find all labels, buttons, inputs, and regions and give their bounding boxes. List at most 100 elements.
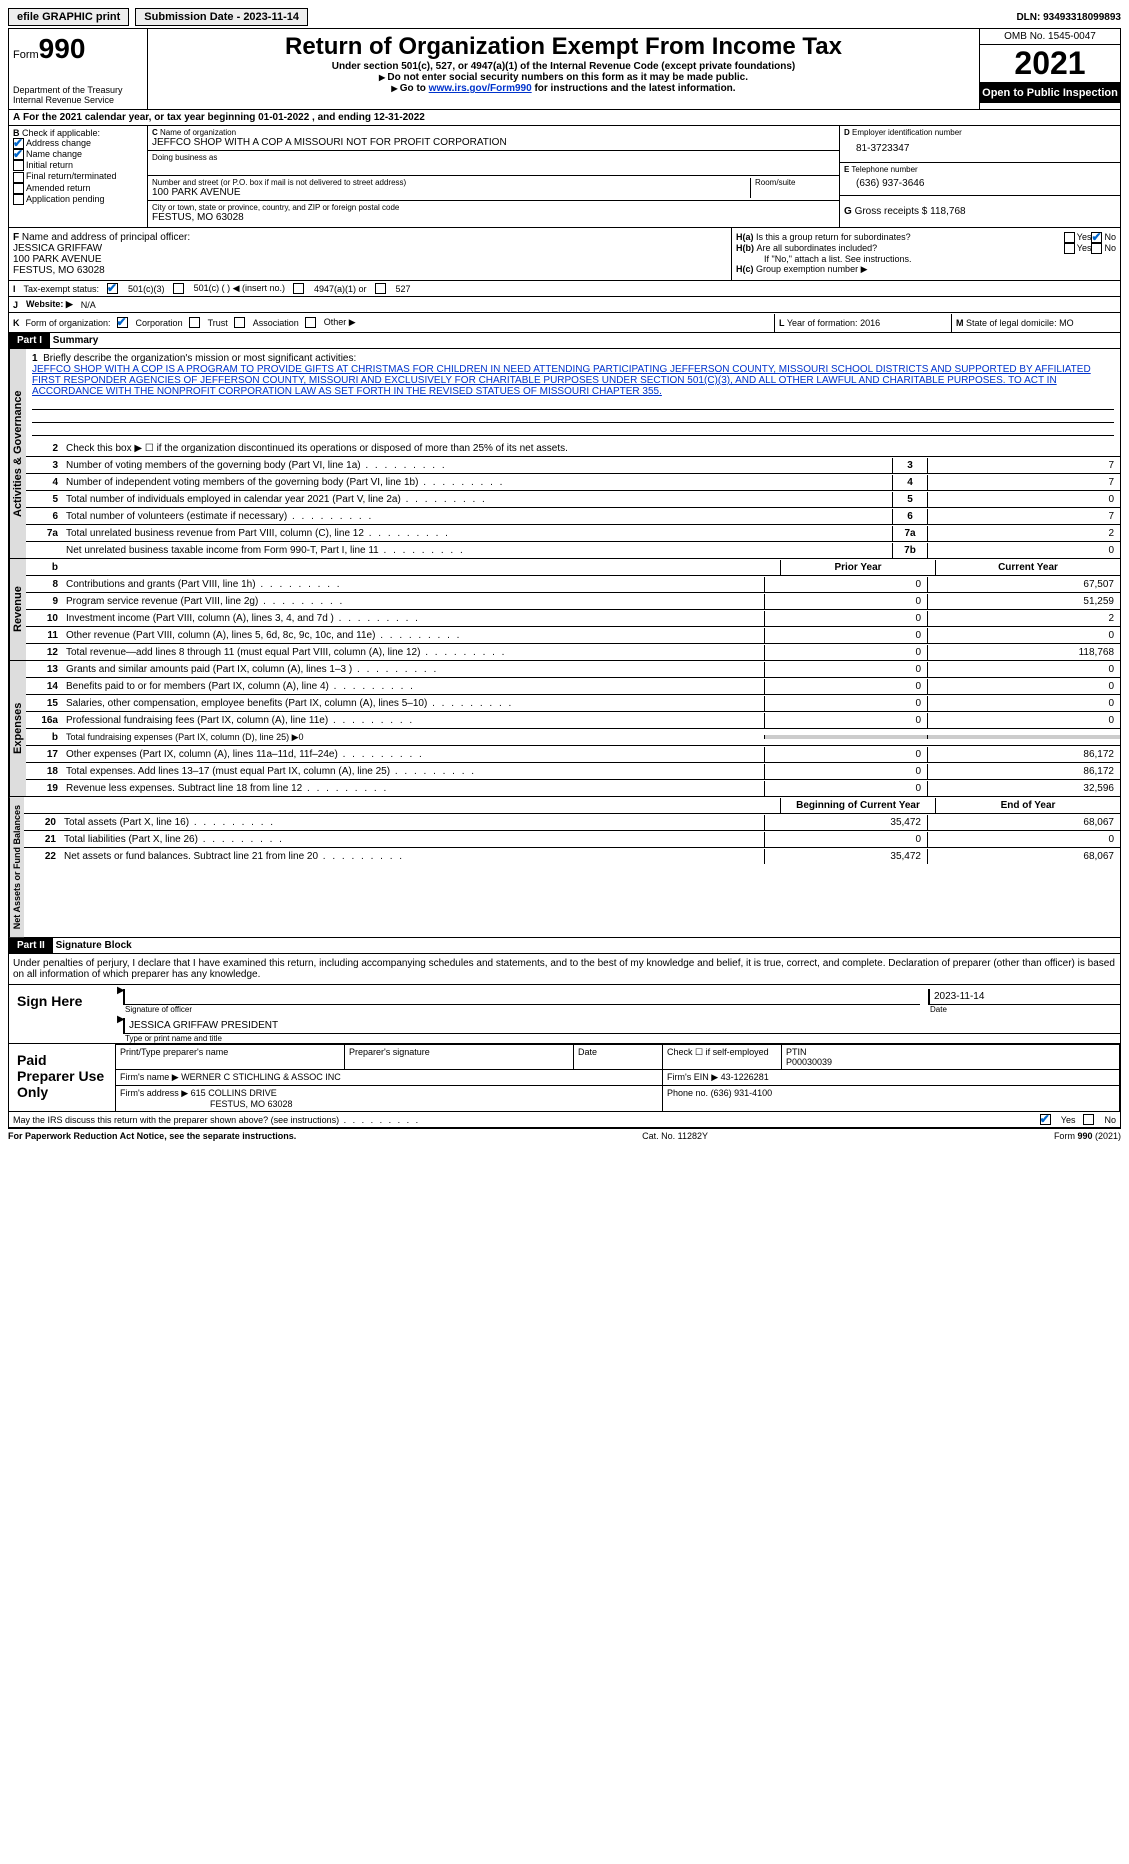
box-deg: D Employer identification number 81-3723… xyxy=(839,126,1120,227)
gross-receipts: 118,768 xyxy=(930,206,965,217)
ptin-label: PTIN xyxy=(786,1047,1115,1057)
ein: 81-3723347 xyxy=(844,137,1116,160)
phone: (636) 937-3646 xyxy=(844,174,1116,193)
cb-501c3[interactable] xyxy=(107,283,118,294)
line-b: bTotal fundraising expenses (Part IX, co… xyxy=(26,729,1120,746)
tab-expenses: Expenses xyxy=(9,661,26,796)
cb-ha-no[interactable] xyxy=(1091,232,1102,243)
cb-ha-yes[interactable] xyxy=(1064,232,1075,243)
mission-text: JEFFCO SHOP WITH A COP IS A PROGRAM TO P… xyxy=(32,364,1091,397)
line-21: 21Total liabilities (Part X, line 26)00 xyxy=(24,831,1120,848)
mission-block: 1 Briefly describe the organization's mi… xyxy=(26,349,1120,440)
efile-label: efile GRAPHIC print xyxy=(8,8,129,26)
cb-corp[interactable] xyxy=(117,317,128,328)
prep-date-label: Date xyxy=(574,1045,663,1070)
tab-revenue: Revenue xyxy=(9,559,26,660)
section-bcd: B Check if applicable: Address change Na… xyxy=(8,126,1121,228)
officer-street: 100 PARK AVENUE xyxy=(13,254,102,265)
top-bar: efile GRAPHIC print Submission Date - 20… xyxy=(8,8,1121,26)
line-9: 9Program service revenue (Part VIII, lin… xyxy=(26,593,1120,610)
col-end: End of Year xyxy=(935,798,1120,813)
line-15: 15Salaries, other compensation, employee… xyxy=(26,695,1120,712)
footer-left: For Paperwork Reduction Act Notice, see … xyxy=(8,1131,296,1141)
perjury-declaration: Under penalties of perjury, I declare th… xyxy=(9,954,1120,984)
row-i: ITax-exempt status: 501(c)(3) 501(c) ( )… xyxy=(8,281,1121,297)
col-begin: Beginning of Current Year xyxy=(780,798,935,813)
cb-name-change[interactable] xyxy=(13,149,24,160)
discuss-row: May the IRS discuss this return with the… xyxy=(8,1112,1121,1128)
hb-note: If "No," attach a list. See instructions… xyxy=(736,254,1116,264)
box-c: C Name of organization JEFFCO SHOP WITH … xyxy=(148,126,839,227)
website: N/A xyxy=(81,300,96,310)
org-name: JEFFCO SHOP WITH A COP A MISSOURI NOT FO… xyxy=(152,137,835,148)
line-13: 13Grants and similar amounts paid (Part … xyxy=(26,661,1120,678)
form990-link[interactable]: www.irs.gov/Form990 xyxy=(429,83,532,94)
prep-name-label: Print/Type preparer's name xyxy=(116,1045,345,1070)
sig-officer-label: Signature of officer xyxy=(125,1005,920,1014)
ag-line-7a: 7aTotal unrelated business revenue from … xyxy=(26,525,1120,542)
cb-501c[interactable] xyxy=(173,283,184,294)
form-title: Return of Organization Exempt From Incom… xyxy=(152,33,975,61)
preparer-table: Print/Type preparer's name Preparer's si… xyxy=(115,1044,1120,1111)
cb-hb-yes[interactable] xyxy=(1064,243,1075,254)
cb-4947[interactable] xyxy=(293,283,304,294)
line-16a: 16aProfessional fundraising fees (Part I… xyxy=(26,712,1120,729)
street-label: Number and street (or P.O. box if mail i… xyxy=(152,178,750,187)
cb-other[interactable] xyxy=(305,317,316,328)
tab-activities: Activities & Governance xyxy=(9,349,26,558)
type-name-label: Type or print name and title xyxy=(125,1034,1120,1043)
firm-addr2: FESTUS, MO 63028 xyxy=(210,1099,293,1109)
col-prior: Prior Year xyxy=(780,560,935,575)
box-f: F Name and address of principal officer:… xyxy=(9,228,732,280)
street-address: 100 PARK AVENUE xyxy=(152,187,750,198)
ptin: P00030039 xyxy=(786,1057,1115,1067)
line-12: 12Total revenue—add lines 8 through 11 (… xyxy=(26,644,1120,660)
footer-right: Form 990 (2021) xyxy=(1054,1131,1121,1141)
ag-line-6: 6Total number of volunteers (estimate if… xyxy=(26,508,1120,525)
ag-line-5: 5Total number of individuals employed in… xyxy=(26,491,1120,508)
cb-application-pending[interactable] xyxy=(13,194,24,205)
ag-line-4: 4Number of independent voting members of… xyxy=(26,474,1120,491)
sig-date: 2023-11-14 xyxy=(928,989,1120,1005)
firm-name: WERNER C STICHLING & ASSOC INC xyxy=(181,1072,341,1082)
part2-header: Part II Signature Block xyxy=(8,938,1121,954)
form-header: Form990 Department of the Treasury Inter… xyxy=(8,28,1121,110)
cb-initial-return[interactable] xyxy=(13,160,24,171)
cb-527[interactable] xyxy=(375,283,386,294)
tax-year: 2021 xyxy=(980,45,1120,83)
line-14: 14Benefits paid to or for members (Part … xyxy=(26,678,1120,695)
city-state-zip: FESTUS, MO 63028 xyxy=(152,212,835,223)
room-label: Room/suite xyxy=(755,178,835,187)
year-formation: 2016 xyxy=(860,318,880,328)
form-number: Form990 xyxy=(13,33,143,65)
cb-trust[interactable] xyxy=(189,317,200,328)
ag-line-3: 3Number of voting members of the governi… xyxy=(26,457,1120,474)
line-8: 8Contributions and grants (Part VIII, li… xyxy=(26,576,1120,593)
city-label: City or town, state or province, country… xyxy=(152,203,835,212)
line-11: 11Other revenue (Part VIII, column (A), … xyxy=(26,627,1120,644)
omb-number: OMB No. 1545-0047 xyxy=(980,29,1120,45)
signature-block: Under penalties of perjury, I declare th… xyxy=(8,954,1121,1112)
line-18: 18Total expenses. Add lines 13–17 (must … xyxy=(26,763,1120,780)
footer-mid: Cat. No. 11282Y xyxy=(642,1131,708,1141)
col-current: Current Year xyxy=(935,560,1120,575)
ag-line-7b: Net unrelated business taxable income fr… xyxy=(26,542,1120,558)
firm-phone: (636) 931-4100 xyxy=(711,1088,773,1098)
line-20: 20Total assets (Part X, line 16)35,47268… xyxy=(24,814,1120,831)
cb-discuss-no[interactable] xyxy=(1083,1114,1094,1125)
subtitle-2: Do not enter social security numbers on … xyxy=(152,72,975,83)
officer-city: FESTUS, MO 63028 xyxy=(13,265,105,276)
cb-assoc[interactable] xyxy=(234,317,245,328)
subtitle-1: Under section 501(c), 527, or 4947(a)(1)… xyxy=(152,61,975,72)
row-a-tax-year: A For the 2021 calendar year, or tax yea… xyxy=(8,110,1121,126)
part1-header: Part I Summary xyxy=(8,333,1121,349)
box-h: H(a) Is this a group return for subordin… xyxy=(732,228,1120,280)
subtitle-3: Go to www.irs.gov/Form990 for instructio… xyxy=(152,83,975,94)
dba-label: Doing business as xyxy=(152,153,835,162)
part1-exp: Expenses 13Grants and similar amounts pa… xyxy=(8,661,1121,797)
cb-final-return[interactable] xyxy=(13,172,24,183)
cb-hb-no[interactable] xyxy=(1091,243,1102,254)
cb-discuss-yes[interactable] xyxy=(1040,1114,1051,1125)
cb-amended-return[interactable] xyxy=(13,183,24,194)
page-footer: For Paperwork Reduction Act Notice, see … xyxy=(8,1128,1121,1141)
